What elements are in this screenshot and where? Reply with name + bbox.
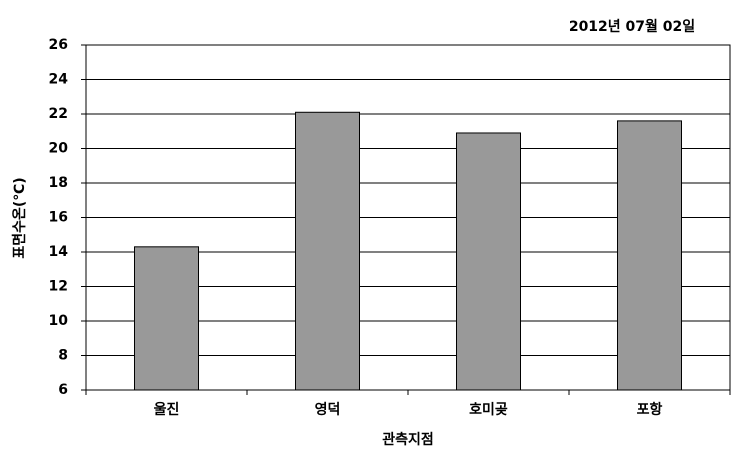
x-tick-label: 포항 bbox=[637, 401, 663, 418]
x-tick-label: 호미곶 bbox=[469, 402, 508, 418]
x-tick-label: 영덕 bbox=[315, 401, 341, 418]
y-tick-label: 10 bbox=[49, 313, 69, 329]
x-tick-label: 울진 bbox=[154, 401, 180, 418]
y-tick-label: 26 bbox=[49, 37, 68, 53]
y-tick-label: 14 bbox=[49, 244, 69, 260]
y-tick-label: 12 bbox=[49, 279, 68, 295]
y-tick-label: 24 bbox=[49, 72, 69, 88]
y-tick-label: 16 bbox=[49, 210, 68, 226]
x-axis-label: 관측지점 bbox=[382, 431, 434, 448]
y-axis-label: 표면수온(℃) bbox=[11, 177, 28, 258]
bar bbox=[617, 120, 682, 391]
chart-title: 2012년 07월 02일 bbox=[569, 18, 695, 35]
y-tick-label: 8 bbox=[58, 348, 68, 364]
bar bbox=[295, 111, 360, 391]
y-tick-label: 6 bbox=[58, 382, 68, 398]
bar bbox=[134, 246, 199, 391]
y-tick-label: 22 bbox=[49, 106, 68, 122]
bar bbox=[456, 132, 521, 391]
y-tick-label: 18 bbox=[49, 175, 68, 191]
y-tick-label: 20 bbox=[49, 141, 69, 157]
